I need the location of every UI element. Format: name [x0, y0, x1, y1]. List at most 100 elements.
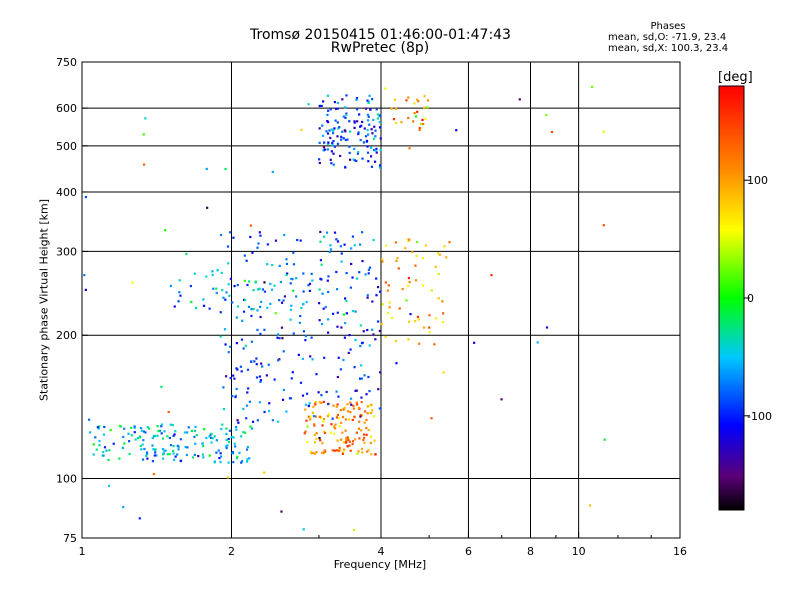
echo-point [377, 388, 380, 391]
echo-point [178, 291, 181, 294]
echo-point [233, 442, 236, 445]
echo-point [308, 282, 312, 285]
echo-point [285, 258, 288, 261]
echo-point [258, 231, 261, 234]
echo-point [185, 252, 188, 256]
echo-point [366, 145, 369, 148]
echo-point [274, 312, 277, 315]
echo-point [260, 362, 263, 365]
echo-point [221, 289, 224, 292]
echo-point [234, 425, 238, 429]
y-tick-label: 300 [56, 245, 77, 258]
echo-point [419, 122, 423, 126]
echo-point [205, 436, 208, 440]
echo-point [414, 279, 418, 282]
echo-point [257, 288, 260, 291]
echo-point [160, 432, 163, 435]
echo-point [355, 277, 359, 280]
echo-point [329, 158, 332, 161]
echo-point [372, 137, 376, 140]
echo-point [369, 435, 373, 438]
echo-point [92, 453, 95, 456]
echo-point [428, 314, 431, 317]
colorbar-tick-label: 0 [747, 292, 754, 305]
echo-point [335, 416, 339, 419]
echo-point [312, 414, 316, 418]
echo-point [202, 456, 205, 459]
echo-point [166, 453, 169, 456]
echo-point [359, 344, 362, 348]
echo-point [356, 152, 360, 155]
echo-point [301, 394, 305, 397]
echo-point [323, 449, 326, 452]
echo-point [97, 427, 100, 430]
echo-point [217, 449, 220, 452]
echo-point [311, 411, 315, 414]
echo-point [143, 447, 146, 451]
x-tick-label: 1 [79, 545, 86, 558]
echo-point [340, 135, 343, 138]
echo-point [242, 298, 246, 301]
echo-point [151, 444, 154, 447]
echo-point [351, 418, 354, 422]
echo-point [248, 280, 251, 283]
echo-point [336, 135, 339, 138]
echo-point [327, 141, 330, 144]
echo-point [358, 113, 361, 116]
echo-point [154, 451, 157, 454]
echo-point [337, 395, 340, 398]
echo-point [250, 427, 254, 430]
echo-point [234, 395, 237, 399]
echo-point [343, 406, 346, 409]
echo-point [220, 271, 223, 275]
echo-point [244, 344, 248, 347]
echo-point [251, 251, 254, 254]
echo-point [329, 244, 332, 247]
echo-point [155, 454, 158, 457]
echo-point [177, 448, 180, 451]
echo-point [366, 450, 369, 453]
echo-point [211, 273, 214, 277]
echo-point [417, 318, 420, 321]
echo-point [417, 100, 420, 103]
colorbar-unit-label: [deg] [718, 70, 753, 85]
echo-point [320, 104, 323, 107]
echo-point [325, 390, 328, 394]
echo-point [353, 147, 356, 151]
echo-point [327, 318, 330, 321]
echo-point [138, 517, 141, 520]
echo-point [161, 437, 165, 440]
echo-point [256, 328, 259, 332]
echo-point [353, 121, 356, 124]
echo-point [289, 308, 293, 311]
echo-point [122, 506, 125, 509]
echo-point [363, 421, 366, 424]
echo-point [171, 449, 175, 453]
echo-point [145, 451, 149, 454]
echo-point [301, 357, 304, 360]
echo-point [326, 132, 330, 135]
echo-point [345, 299, 348, 303]
echo-point [421, 257, 425, 260]
echo-point [344, 321, 347, 325]
echo-point [268, 409, 271, 413]
echo-point [423, 95, 426, 98]
echo-point [319, 439, 322, 442]
echo-point [258, 401, 261, 404]
echo-point [342, 441, 345, 444]
echo-point [363, 374, 366, 377]
echo-point [302, 290, 305, 293]
echo-point [368, 94, 371, 97]
echo-point [362, 330, 365, 333]
echo-point [133, 425, 136, 428]
echo-point [360, 342, 364, 345]
echo-point [339, 368, 342, 371]
echo-point [308, 289, 312, 293]
echo-point [374, 453, 377, 456]
echo-point [418, 342, 421, 345]
echo-point [370, 165, 374, 168]
echo-point [352, 528, 356, 531]
echo-point [375, 277, 378, 280]
echo-point [234, 394, 237, 398]
